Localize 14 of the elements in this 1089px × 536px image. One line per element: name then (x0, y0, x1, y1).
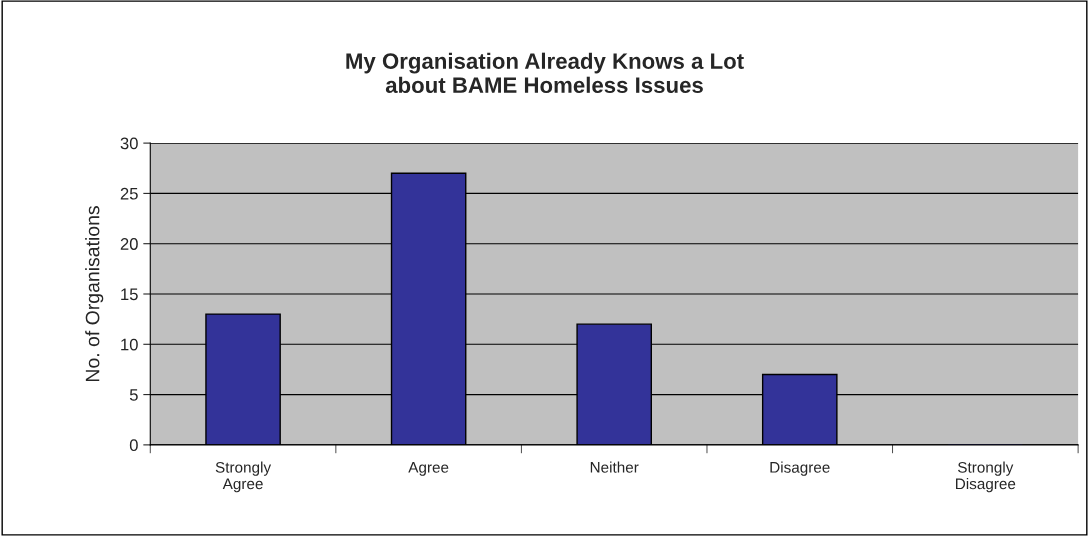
y-tick-label: 10 (121, 338, 138, 351)
y-tick-label: 25 (120, 187, 138, 200)
y-tick-label: 20 (120, 238, 138, 250)
y-tick-label: 5 (129, 389, 138, 401)
y-tick-label: 0 (129, 439, 138, 452)
y-tick-label: 15 (121, 288, 138, 301)
x-tick-label: Agree (408, 462, 449, 476)
x-tick-label: Neither (590, 461, 639, 473)
y-tick-label: 30 (120, 137, 138, 150)
x-tick-label: Disagree (770, 461, 830, 476)
y-axis-title: No. of Organisations (85, 206, 104, 382)
x-tick-label: Strongly Agree (215, 461, 272, 493)
chart-title: My Organisation Already Knows a Lot about BAME Homeless Issues (346, 52, 744, 94)
x-tick-label: Strongly Disagree (956, 461, 1016, 493)
